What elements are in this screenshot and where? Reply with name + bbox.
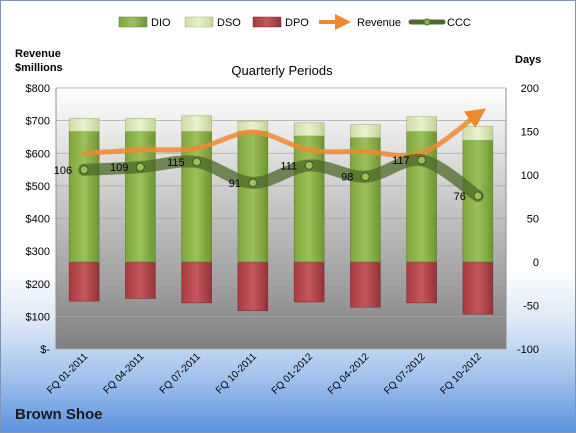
left-tick-label: $500 xyxy=(26,181,50,193)
ccc-point xyxy=(192,157,202,167)
ccc-data-label: 98 xyxy=(341,172,353,184)
left-tick-label: $800 xyxy=(26,83,50,95)
ccc-data-label: 106 xyxy=(54,165,72,177)
ccc-data-label: 115 xyxy=(167,157,185,169)
chart-title: Quarterly Periods xyxy=(231,63,333,78)
bar-dpo xyxy=(237,261,269,311)
bar-dpo xyxy=(462,261,494,315)
revenue-line xyxy=(81,108,487,159)
ccc-data-label: 91 xyxy=(229,178,241,190)
legend-label-ccc: CCC xyxy=(447,17,471,29)
left-tick-label: $100 xyxy=(26,311,50,323)
ccc-point xyxy=(79,165,89,175)
bar-dpo xyxy=(68,261,100,302)
category-label: FQ 10-2012 xyxy=(438,351,484,397)
left-tick-label: $600 xyxy=(26,148,50,160)
right-tick-label: -50 xyxy=(523,301,539,313)
bar-dso xyxy=(125,118,156,132)
ccc-point xyxy=(304,160,314,170)
bar-dpo xyxy=(350,261,381,308)
bar-dio xyxy=(293,135,325,263)
category-label: FQ 01-2012 xyxy=(270,351,316,397)
left-tick-label: $200 xyxy=(26,279,50,291)
ccc-point xyxy=(135,162,145,172)
category-label: FQ 01-2011 xyxy=(45,351,90,396)
bar-dpo xyxy=(406,261,437,304)
ccc-data-label: 117 xyxy=(392,155,410,167)
right-tick-label: 0 xyxy=(533,257,539,269)
left-tick-label: $300 xyxy=(26,246,50,258)
bar-dso xyxy=(406,116,437,132)
bar-dio xyxy=(125,131,156,263)
right-axis-title: Days xyxy=(515,54,541,66)
right-tick-label: 200 xyxy=(521,83,539,95)
legend-label-dpo: DPO xyxy=(285,17,309,29)
ccc-point xyxy=(360,172,370,182)
left-axis-title-line2: $millions xyxy=(15,62,63,74)
bar-dso xyxy=(462,126,494,141)
legend-swatch-ccc-marker xyxy=(423,18,431,26)
category-label: FQ 07-2011 xyxy=(158,351,203,396)
bar-dpo xyxy=(181,261,212,304)
legend-swatch-dpo xyxy=(252,16,282,28)
legend-label-dio: DIO xyxy=(151,17,171,29)
category-label: FQ 10-2011 xyxy=(214,351,259,396)
ccc-series: 106 109 115 91 111 98 117 76 xyxy=(54,153,484,203)
company-name: Brown Shoe xyxy=(15,406,103,423)
category-axis: FQ 01-2011 FQ 04-2011 FQ 07-2011 FQ 10-2011… xyxy=(45,351,484,397)
category-label: FQ 04-2012 xyxy=(326,351,372,397)
left-tick-label: $- xyxy=(40,344,50,356)
bar-dso xyxy=(181,115,212,132)
left-axis-title-line1: Revenue xyxy=(15,48,61,60)
bars xyxy=(68,115,494,315)
revenue-series xyxy=(81,108,487,159)
left-tick-label: $400 xyxy=(26,214,50,226)
ccc-data-label: 111 xyxy=(280,160,297,172)
bar-dio xyxy=(350,137,381,263)
ccc-point xyxy=(473,191,483,201)
left-axis-ticks: $- $100 $200 $300 $400 $500 $600 $700 $800 xyxy=(26,83,51,356)
bar-dpo xyxy=(125,261,156,299)
bar-dso xyxy=(293,122,325,137)
legend-label-dso: DSO xyxy=(217,17,241,29)
category-label: FQ 07-2012 xyxy=(382,351,428,397)
bar-dso xyxy=(350,124,381,138)
legend-swatch-dso xyxy=(184,16,214,28)
left-tick-label: $700 xyxy=(26,116,50,128)
right-tick-label: -100 xyxy=(517,344,539,356)
right-tick-label: 50 xyxy=(527,214,539,226)
category-label: FQ 04-2011 xyxy=(102,351,147,396)
ccc-data-label: 109 xyxy=(110,162,128,174)
ccc-point xyxy=(248,178,258,188)
bar-dio xyxy=(181,131,212,263)
legend-label-revenue: Revenue xyxy=(357,17,401,29)
bar-dso xyxy=(68,118,100,132)
legend: DIO DSO DPO Revenue CCC xyxy=(118,14,471,30)
bar-dpo xyxy=(293,261,325,303)
bar-dio xyxy=(237,131,269,263)
right-tick-label: 150 xyxy=(521,127,539,139)
right-axis-ticks: -100 -50 0 50 100 150 200 xyxy=(517,83,539,356)
right-tick-label: 100 xyxy=(521,170,539,182)
ccc-point xyxy=(417,155,427,165)
ccc-data-label: 76 xyxy=(454,191,466,203)
legend-swatch-dio xyxy=(118,16,148,28)
